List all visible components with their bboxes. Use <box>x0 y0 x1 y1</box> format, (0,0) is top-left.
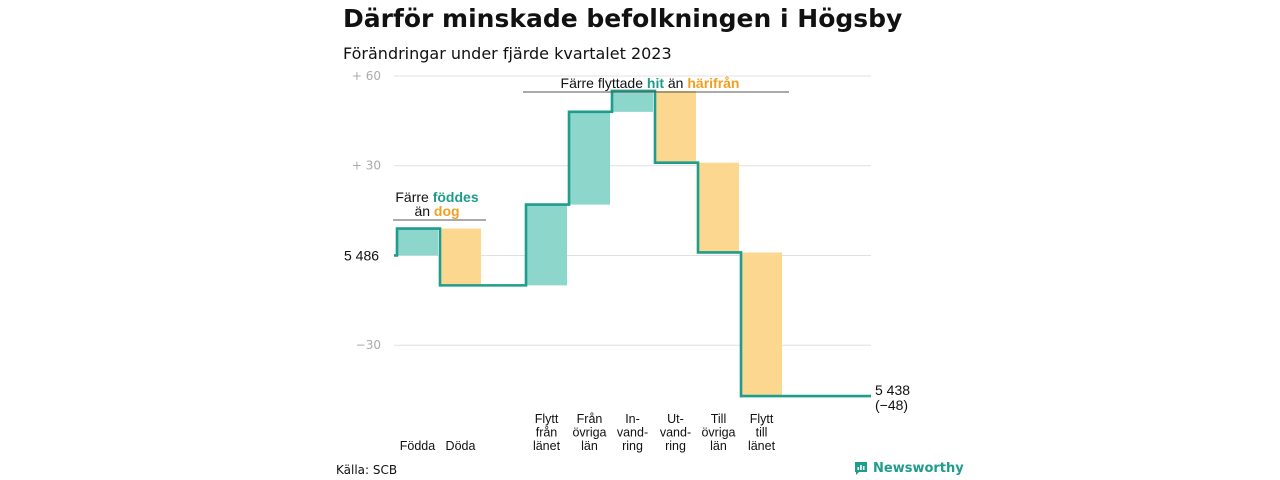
chart-title: Därför minskade befolkningen i Högsby <box>343 4 903 33</box>
bar <box>440 228 481 286</box>
step-line <box>394 89 871 398</box>
bar <box>569 111 610 205</box>
x-category-label: Ut-vand-ring <box>660 412 691 453</box>
bar <box>741 252 782 397</box>
brand-name: Newsworthy <box>873 461 964 476</box>
x-category-label: In-vand-ring <box>617 412 648 453</box>
gridlines <box>394 75 871 346</box>
x-category-label: Döda <box>446 439 476 453</box>
labels: + 60 + 30 −30 Födda Döda Flytt från länet Från öv… <box>344 69 910 453</box>
brand-logo: Newsworthy <box>854 461 964 476</box>
x-category-label: Till övriga län <box>701 412 735 453</box>
bar <box>612 90 653 112</box>
x-category-label: Från övriga län <box>572 412 606 453</box>
chart-subtitle: Förändringar under fjärde kvartalet 2023 <box>343 44 672 63</box>
x-category-label: Födda <box>400 439 435 453</box>
annotations: Färre föddes än dog Färre flyttade hit ä… <box>393 75 789 221</box>
start-value-label: 5 486 <box>344 247 379 263</box>
x-category-label: Flytt från länet <box>533 412 561 453</box>
end-value-label: 5 438 (−48) <box>875 382 910 413</box>
y-tick-label: −30 <box>356 338 381 352</box>
waterfall-step-line <box>394 89 871 398</box>
births-annotation-line2: än dog <box>414 203 459 219</box>
x-category-label: Flytt till länet <box>748 412 776 453</box>
bar <box>655 90 696 163</box>
bars <box>397 90 782 397</box>
newsworthy-logo-icon <box>855 462 867 475</box>
y-tick-label: + 30 <box>352 159 381 173</box>
bar <box>397 228 438 256</box>
y-tick-label: + 60 <box>352 69 381 83</box>
births-annotation-line1: Färre föddes <box>395 189 478 205</box>
bar <box>698 162 739 253</box>
bar <box>526 204 567 286</box>
source-note: Källa: SCB <box>336 463 398 477</box>
moves-annotation: Färre flyttade hit än härifrån <box>561 75 740 91</box>
